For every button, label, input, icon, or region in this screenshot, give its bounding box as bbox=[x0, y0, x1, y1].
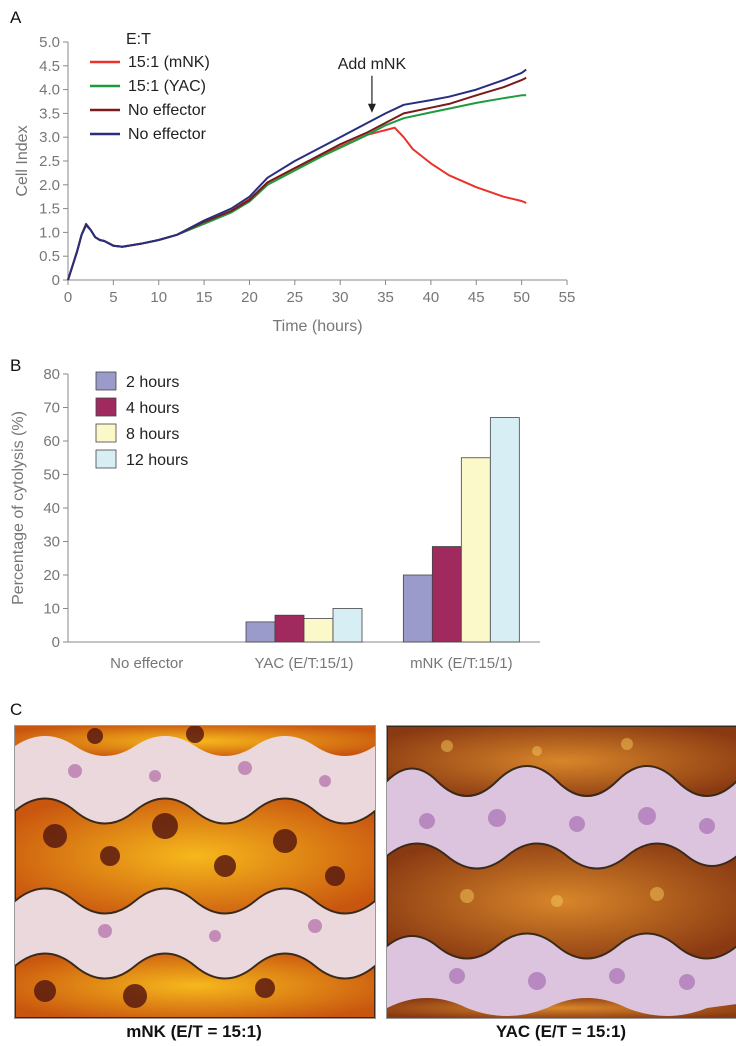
x-tick-label: 30 bbox=[332, 289, 349, 306]
y-tick-label: 60 bbox=[43, 433, 60, 450]
x-tick-label: 40 bbox=[423, 289, 440, 306]
y-tick-label: 5.0 bbox=[39, 34, 60, 51]
bar-4 bbox=[489, 417, 520, 643]
y-tick-label: 1.0 bbox=[39, 224, 60, 241]
legend-swatch-2 bbox=[95, 397, 117, 417]
bar-3 bbox=[303, 618, 334, 643]
bar-4 bbox=[332, 608, 363, 643]
x-tick-label: 0 bbox=[64, 289, 72, 306]
bar-chart-cytolysis: 0 10 20 30 40 50 60 70 80 Percentage of cytolysis… bbox=[10, 366, 540, 672]
legend-swatch-4 bbox=[95, 449, 117, 469]
micrograph-yac bbox=[386, 725, 736, 1019]
x-tick-label: 35 bbox=[377, 289, 394, 306]
y-tick-label: 20 bbox=[43, 567, 60, 584]
y-tick-label: 10 bbox=[43, 601, 60, 618]
bar-1 bbox=[245, 621, 276, 643]
category-label: YAC (E/T:15/1) bbox=[255, 655, 354, 672]
series-line-4 bbox=[67, 68, 527, 281]
bar-2 bbox=[274, 614, 305, 643]
bar-2 bbox=[431, 546, 462, 643]
y-tick-label: 4.0 bbox=[39, 82, 60, 99]
legend-label-2: 4 hours bbox=[126, 400, 179, 417]
x-tick-label: 15 bbox=[196, 289, 213, 306]
y-tick-label: 2.5 bbox=[39, 153, 60, 170]
micrograph-mnk-image bbox=[15, 726, 375, 1018]
legend-label-1: 2 hours bbox=[126, 374, 179, 391]
legend-swatch-3 bbox=[95, 423, 117, 443]
y-tick-label: 70 bbox=[43, 400, 60, 417]
micrograph-yac-image bbox=[387, 726, 736, 1018]
y-tick-label: 30 bbox=[43, 534, 60, 551]
legend-title: E:T bbox=[126, 31, 151, 48]
x-axis-title: Time (hours) bbox=[272, 318, 362, 335]
x-tick-label: 55 bbox=[559, 289, 576, 306]
x-tick-label: 10 bbox=[150, 289, 167, 306]
annotation-add-mnk: Add mNK bbox=[338, 56, 407, 73]
legend-label-1: 15:1 (mNK) bbox=[128, 54, 210, 71]
legend-label-4: 12 hours bbox=[126, 452, 188, 469]
legend-label-3: 8 hours bbox=[126, 426, 179, 443]
y-axis-title: Cell Index bbox=[14, 125, 31, 196]
panel-label-c: C bbox=[10, 700, 23, 719]
y-axis-title: Percentage of cytolysis (%) bbox=[10, 411, 27, 605]
y-tick-label: 4.5 bbox=[39, 58, 60, 75]
micrograph-mnk bbox=[14, 725, 376, 1019]
y-tick-label: 40 bbox=[43, 500, 60, 517]
x-tick-label: 25 bbox=[286, 289, 303, 306]
x-tick-label: 50 bbox=[513, 289, 530, 306]
x-tick-label: 20 bbox=[241, 289, 258, 306]
annotation-arrow-head bbox=[367, 103, 376, 113]
series-line-2 bbox=[67, 94, 527, 281]
category-label: mNK (E/T:15/1) bbox=[410, 655, 513, 672]
legend-swatch-1 bbox=[95, 371, 117, 391]
line-chart-cell-index: 0 0.5 1.0 1.5 2.0 2.5 3.0 3.5 4.0 4.5 5.0 0 5 10 15 20 2… bbox=[14, 31, 576, 335]
y-tick-label: 0.5 bbox=[39, 248, 60, 265]
bar-3 bbox=[460, 457, 491, 643]
y-tick-label: 50 bbox=[43, 467, 60, 484]
x-tick-label: 5 bbox=[109, 289, 117, 306]
y-tick-label: 2.0 bbox=[39, 177, 60, 194]
y-tick-label: 3.5 bbox=[39, 105, 60, 122]
y-tick-label: 80 bbox=[43, 366, 60, 383]
legend-label-4: No effector bbox=[128, 126, 207, 143]
legend-label-2: 15:1 (YAC) bbox=[128, 78, 206, 95]
category-label: No effector bbox=[110, 655, 183, 672]
caption-mnk: mNK (E/T = 15:1) bbox=[126, 1022, 262, 1041]
panel-label-b: B bbox=[10, 356, 22, 375]
panel-label-a: A bbox=[10, 8, 22, 27]
y-tick-label: 1.5 bbox=[39, 201, 60, 218]
x-tick-label: 45 bbox=[468, 289, 485, 306]
legend-label-3: No effector bbox=[128, 102, 207, 119]
caption-yac: YAC (E/T = 15:1) bbox=[495, 1022, 627, 1041]
y-tick-label: 0 bbox=[52, 634, 60, 651]
y-tick-label: 0 bbox=[52, 272, 60, 289]
bar-1 bbox=[402, 574, 433, 643]
series-line-1 bbox=[67, 126, 527, 281]
y-tick-label: 3.0 bbox=[39, 129, 60, 146]
